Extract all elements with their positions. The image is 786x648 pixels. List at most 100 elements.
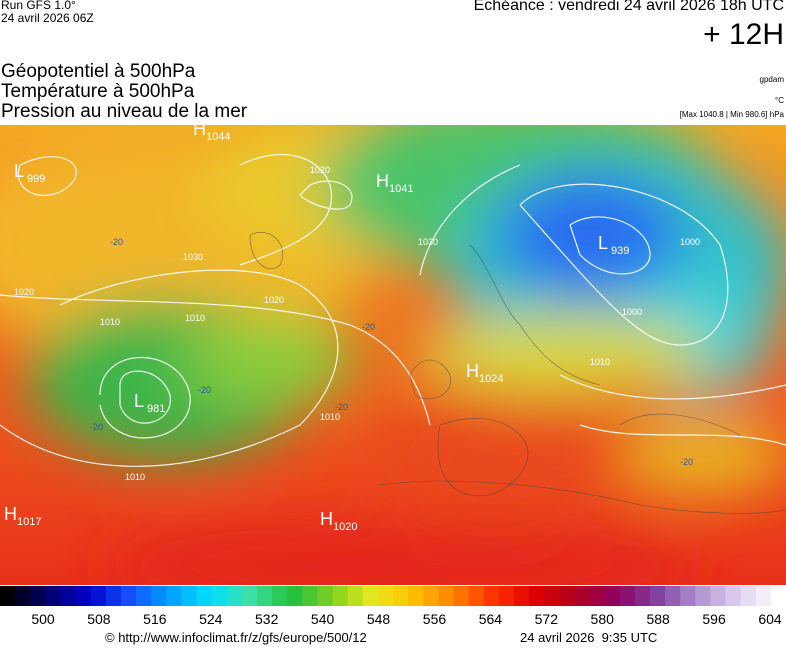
colorbar-tick-label: 588 (646, 611, 670, 627)
colorbar-swatch (544, 586, 560, 606)
colorbar-swatch (272, 586, 288, 606)
center-type: L (14, 161, 24, 181)
colorbar-tick-label: 548 (367, 611, 391, 627)
colorbar-swatch (453, 586, 470, 606)
center-type: L (134, 391, 144, 411)
contour-label: 1020 (310, 165, 330, 175)
colorbar-swatch (498, 586, 515, 606)
isobars (0, 154, 786, 467)
colorbar-swatch (665, 586, 681, 606)
colorbar-swatch (151, 586, 167, 606)
pressure-center: L 939 (598, 233, 629, 257)
colorbar-swatch (468, 586, 485, 606)
contour-label: 1030 (418, 237, 438, 247)
colorbar-swatch (211, 586, 228, 606)
contour-label: 1000 (680, 237, 700, 247)
colorbar-tick-label: 572 (535, 611, 559, 627)
colorbar-swatch (347, 586, 364, 606)
colorbar-swatch (649, 586, 666, 606)
center-value: 939 (611, 245, 629, 257)
colorbar-tick-label: 516 (143, 611, 167, 627)
colorbar-swatch (377, 586, 394, 606)
colorbar-swatch (634, 586, 651, 606)
colorbar-swatch (75, 586, 92, 606)
echeance: Echéance : vendredi 24 avril 2026 18h UT… (473, 0, 784, 14)
pressure-center: H 1044 (193, 125, 230, 143)
title-geopotential: Géopotentiel à 500hPa (1, 61, 196, 82)
pressure-center: H 1024 (466, 361, 503, 385)
center-type: H (466, 361, 479, 381)
contour-label: 1030 (183, 252, 203, 262)
colorbar-swatch (196, 586, 213, 606)
colorbar-swatch (362, 586, 379, 606)
run-label: Run GFS 1.0° (1, 0, 76, 12)
colorbar-swatch (15, 586, 31, 606)
colorbar-tick-label: 556 (423, 611, 447, 627)
colorbar-swatch (136, 586, 152, 606)
colorbar-swatch (0, 586, 16, 606)
colorbar-swatch (287, 586, 303, 606)
colorbar-swatch (529, 586, 545, 606)
pressure-center: H 1017 (4, 504, 41, 528)
colorbar-tick-label: 604 (758, 611, 782, 627)
pressure-center: L 981 (134, 391, 165, 415)
pressure-center: L 999 (14, 161, 45, 185)
colorbar-swatch (770, 586, 786, 606)
title-temperature: Température à 500hPa (1, 81, 195, 102)
colorbar-tick-label: 564 (479, 611, 503, 627)
colorbar-swatch (166, 586, 182, 606)
contour-label: -20 (110, 237, 123, 247)
contour-label: -20 (198, 385, 211, 395)
colorbar-swatch (332, 586, 349, 606)
colorbar-swatch (589, 586, 606, 606)
contour-label: 1020 (14, 287, 34, 297)
center-value: 999 (27, 173, 45, 185)
colorbar-swatch (755, 586, 772, 606)
contour-label: 1000 (622, 307, 642, 317)
footer-timestamp: 24 avril 2026 9:35 UTC (520, 630, 658, 645)
colorbar-swatch (317, 586, 334, 606)
center-value: 1024 (479, 373, 503, 385)
pressure-center: H 1041 (376, 171, 413, 195)
center-value: 1044 (206, 131, 230, 143)
contour-label: 1010 (320, 412, 340, 422)
colorbar-swatch (740, 586, 757, 606)
center-value: 1041 (389, 183, 413, 195)
colorbar-swatch (90, 586, 107, 606)
colorbar-swatch (30, 586, 46, 606)
colorbar-tick-label: 580 (591, 611, 615, 627)
coastlines (249, 232, 786, 514)
colorbar-tick-label: 500 (31, 611, 55, 627)
center-type: H (193, 125, 206, 139)
colorbar-swatch (241, 586, 258, 606)
footer-url: © http://www.infoclimat.fr/z/gfs/europe/… (105, 630, 367, 645)
contour-label: 1010 (125, 472, 145, 482)
contour-label: 1020 (264, 295, 284, 305)
colorbar-tick-label: 524 (199, 611, 223, 627)
colorbar-swatch (725, 586, 742, 606)
contour-label: 1010 (185, 313, 205, 323)
colorbar-swatch (105, 586, 122, 606)
colorbar-swatch (513, 586, 530, 606)
colorbar-swatch (120, 586, 137, 606)
unit-geopotential: gpdam (759, 75, 784, 84)
colorbar-tick-label: 540 (311, 611, 335, 627)
colorbar-swatch (680, 586, 696, 606)
colorbar: 500 508 516 524 532 540 548 556 564 572 580 588 596 6… (0, 586, 786, 627)
title-pressure: Pression au niveau de la mer (1, 101, 248, 122)
colorbar-swatch (438, 586, 454, 606)
run-date: 24 avril 2026 06Z (1, 11, 94, 25)
unit-temperature: °C (775, 96, 784, 105)
center-value: 1017 (17, 516, 41, 528)
colorbar-swatch (423, 586, 439, 606)
colorbar-tick-label: 532 (255, 611, 279, 627)
center-value: 1020 (333, 521, 357, 533)
contour-label: 1010 (590, 357, 610, 367)
colorbar-swatch (226, 586, 243, 606)
colorbar-tick-label: 508 (87, 611, 111, 627)
colorbar-swatch (483, 586, 500, 606)
colorbar-swatch (60, 586, 77, 606)
colorbar-swatch (604, 586, 621, 606)
center-type: H (376, 171, 389, 191)
